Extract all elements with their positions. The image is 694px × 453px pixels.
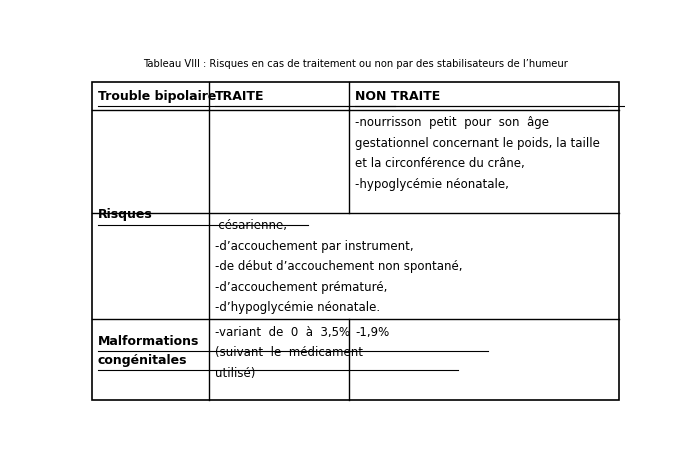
Text: -nourrisson  petit  pour  son  âge
gestationnel concernant le poids, la taille
e: -nourrisson petit pour son âge gestation… xyxy=(355,116,600,191)
Text: Trouble bipolaire: Trouble bipolaire xyxy=(97,90,216,103)
Text: -1,9%: -1,9% xyxy=(355,326,389,339)
Text: congénitales: congénitales xyxy=(97,354,187,367)
Text: Tableau VIII : Risques en cas de traitement ou non par des stabilisateurs de l’h: Tableau VIII : Risques en cas de traitem… xyxy=(143,59,568,69)
Text: TRAITE: TRAITE xyxy=(214,90,264,103)
Text: Malformations: Malformations xyxy=(97,335,199,348)
Text: -césarienne,
-d’accouchement par instrument,
-de début d’accouchement non sponta: -césarienne, -d’accouchement par instrum… xyxy=(214,219,462,314)
Text: Risques: Risques xyxy=(97,208,152,222)
Text: -variant  de  0  à  3,5%
(suivant  le  médicament
utilisé): -variant de 0 à 3,5% (suivant le médicam… xyxy=(214,326,362,380)
Text: NON TRAITE: NON TRAITE xyxy=(355,90,441,103)
